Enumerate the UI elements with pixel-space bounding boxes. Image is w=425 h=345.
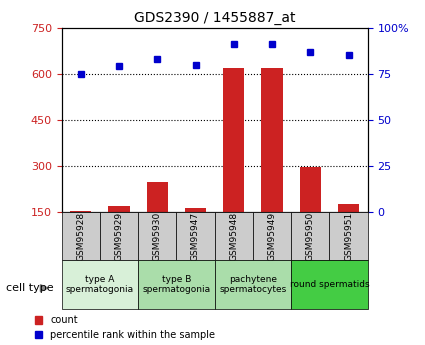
Polygon shape [40,285,48,292]
Text: GSM95928: GSM95928 [76,212,85,261]
Bar [108,206,130,212]
Text: GSM95930: GSM95930 [153,212,162,261]
Bar [329,212,368,260]
Bar [62,260,138,309]
Bar [300,167,321,212]
Bar [100,212,138,260]
Legend: count, percentile rank within the sample: count, percentile rank within the sample [34,315,215,340]
Text: GSM95929: GSM95929 [114,212,124,261]
Bar [261,68,283,212]
Bar [62,212,100,260]
Text: type B
spermatogonia: type B spermatogonia [142,275,210,294]
Bar [215,212,253,260]
Bar [291,212,329,260]
Text: pachytene
spermatocytes: pachytene spermatocytes [219,275,286,294]
Bar [185,208,206,212]
Text: GSM95948: GSM95948 [229,212,238,261]
Bar [223,68,244,212]
Bar [176,212,215,260]
Bar [138,260,215,309]
Text: GSM95947: GSM95947 [191,212,200,261]
Bar [138,212,176,260]
Text: GSM95949: GSM95949 [267,212,277,261]
Bar [147,182,168,212]
Text: type A
spermatogonia: type A spermatogonia [66,275,134,294]
Text: cell type: cell type [6,283,53,293]
Text: GSM95951: GSM95951 [344,212,353,261]
Bar [70,211,91,212]
Text: GSM95950: GSM95950 [306,212,315,261]
Text: round spermatids: round spermatids [289,280,369,289]
Title: GDS2390 / 1455887_at: GDS2390 / 1455887_at [134,11,295,25]
Bar [338,204,359,212]
Bar [291,260,368,309]
Bar [215,260,291,309]
Bar [253,212,291,260]
